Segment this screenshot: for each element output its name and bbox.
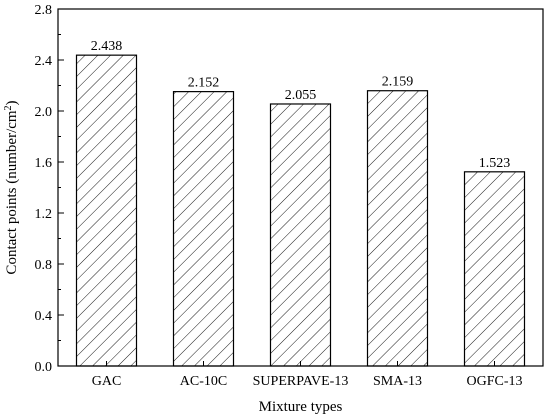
- x-axis-title: Mixture types: [259, 399, 343, 415]
- x-tick-label-superpave-13: SUPERPAVE-13: [253, 374, 349, 389]
- bar-ogfc-13: [463, 171, 526, 367]
- x-tick-label-ogfc-13: OGFC-13: [466, 374, 522, 389]
- bar-sma-13: [366, 90, 429, 367]
- y-tick-label: 2.4: [35, 54, 53, 69]
- y-axis-title-superscript: 2: [3, 105, 14, 110]
- data-labels: 2.438 2.152 2.055 2.159 1.523: [91, 39, 511, 171]
- y-tick-label: 1.2: [35, 207, 53, 222]
- y-tick-label: 0.4: [35, 309, 53, 324]
- bar-superpave-13: [269, 103, 332, 367]
- x-ticks: GAC AC-10C SUPERPAVE-13 SMA-13 OGFC-13: [92, 361, 523, 389]
- bar-gac: [75, 54, 138, 367]
- y-axis-title-main: Contact points (number/cm: [4, 110, 20, 274]
- data-label-superpave-13: 2.055: [285, 88, 317, 103]
- bar-ac-10c: [172, 91, 235, 367]
- y-tick-label: 0.8: [35, 258, 53, 273]
- y-tick-label: 1.6: [35, 156, 53, 171]
- y-tick-label: 2.0: [35, 105, 53, 120]
- y-axis-title: Contact points (number/cm2): [3, 100, 21, 274]
- data-label-ogfc-13: 1.523: [479, 156, 511, 171]
- data-label-gac: 2.438: [91, 39, 123, 54]
- y-tick-label: 0.0: [35, 360, 53, 375]
- data-label-sma-13: 2.159: [382, 75, 414, 90]
- y-ticks: 0.0 0.4 0.8 1.2 1.6 2.0 2.4 2.8: [35, 3, 64, 375]
- y-axis-title-suffix: ): [4, 100, 20, 105]
- bars-layer: [75, 54, 526, 367]
- x-tick-label-sma-13: SMA-13: [373, 374, 422, 389]
- x-tick-label-gac: GAC: [92, 374, 122, 389]
- data-label-ac-10c: 2.152: [188, 76, 220, 91]
- y-tick-label: 2.8: [35, 3, 53, 18]
- x-tick-label-ac-10c: AC-10C: [180, 374, 227, 389]
